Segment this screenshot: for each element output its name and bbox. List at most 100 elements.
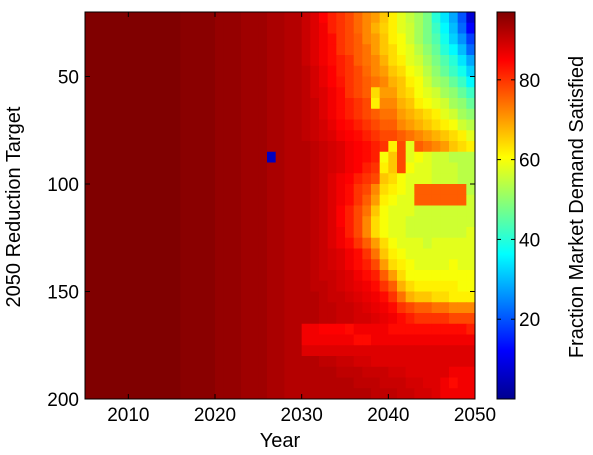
heatmap-cell: [336, 323, 346, 335]
heatmap-cell: [163, 87, 173, 99]
heatmap-cell: [319, 302, 329, 314]
heatmap-cell: [85, 323, 95, 335]
heatmap-cell: [197, 334, 207, 346]
heatmap-cell: [137, 216, 147, 228]
heatmap-cell: [301, 108, 311, 120]
heatmap-cell: [345, 323, 355, 335]
heatmap-cell: [431, 108, 441, 120]
heatmap-cell: [275, 141, 285, 153]
heatmap-cell: [319, 270, 329, 282]
heatmap-cell: [93, 130, 103, 142]
heatmap-cell: [423, 65, 433, 77]
heatmap-cell: [154, 280, 164, 292]
heatmap-cell: [310, 12, 320, 24]
heatmap-cell: [275, 323, 285, 335]
heatmap-cell: [189, 55, 199, 67]
heatmap-cell: [111, 291, 121, 303]
heatmap-cell: [223, 248, 233, 260]
heatmap-cell: [111, 162, 121, 174]
heatmap-cell: [145, 388, 155, 400]
heatmap-cell: [310, 141, 320, 153]
heatmap-cell: [414, 334, 424, 346]
heatmap-cell: [440, 366, 450, 378]
heatmap-cell: [336, 291, 346, 303]
heatmap-cell: [232, 22, 242, 34]
heatmap-cell: [466, 227, 476, 239]
heatmap-cell: [189, 184, 199, 196]
heatmap-cell: [388, 151, 398, 163]
heatmap-cell: [128, 194, 138, 206]
heatmap-cell: [397, 151, 407, 163]
heatmap-cell: [440, 119, 450, 131]
heatmap-cell: [189, 323, 199, 335]
heatmap-cell: [241, 291, 251, 303]
heatmap-cell: [111, 151, 121, 163]
heatmap-cell: [466, 334, 476, 346]
heatmap-cell: [154, 302, 164, 314]
heatmap-cell: [345, 141, 355, 153]
heatmap-cell: [111, 98, 121, 110]
heatmap-cell: [232, 194, 242, 206]
heatmap-cell: [397, 388, 407, 400]
heatmap-cell: [111, 313, 121, 325]
heatmap-cell: [423, 119, 433, 131]
heatmap-cell: [423, 184, 433, 196]
heatmap-cell: [388, 130, 398, 142]
heatmap-cell: [102, 194, 112, 206]
plot-frame: [84, 11, 476, 400]
heatmap-cell: [137, 22, 147, 34]
heatmap-cell: [163, 377, 173, 389]
heatmap-cell: [223, 87, 233, 99]
heatmap-cell: [310, 33, 320, 45]
heatmap-cell: [163, 12, 173, 24]
heatmap-cell: [275, 313, 285, 325]
heatmap-cell: [319, 227, 329, 239]
heatmap-cell: [85, 162, 95, 174]
heatmap-cell: [249, 227, 259, 239]
heatmap-cell: [275, 55, 285, 67]
heatmap-cell: [241, 388, 251, 400]
heatmap-cell: [119, 98, 129, 110]
heatmap-cell: [232, 248, 242, 260]
heatmap-cell: [414, 141, 424, 153]
heatmap-cell: [423, 87, 433, 99]
heatmap-cell: [258, 366, 268, 378]
heatmap-cell: [371, 356, 381, 368]
heatmap-cell: [345, 345, 355, 357]
heatmap-cell: [258, 377, 268, 389]
heatmap-cell: [345, 270, 355, 282]
heatmap-cell: [163, 237, 173, 249]
heatmap-cell: [457, 237, 467, 249]
heatmap-cell: [379, 55, 389, 67]
heatmap-cell: [431, 345, 441, 357]
heatmap-cell: [449, 194, 459, 206]
heatmap-cell: [128, 334, 138, 346]
heatmap-cell: [388, 173, 398, 185]
heatmap-cell: [128, 130, 138, 142]
heatmap-cell: [405, 65, 415, 77]
heatmap-cell: [310, 302, 320, 314]
heatmap-cell: [171, 366, 181, 378]
heatmap-cell: [293, 280, 303, 292]
heatmap-cell: [241, 98, 251, 110]
heatmap-cell: [154, 141, 164, 153]
heatmap-cell: [362, 205, 372, 217]
heatmap-cell: [258, 237, 268, 249]
heatmap-cell: [163, 280, 173, 292]
heatmap-cell: [119, 141, 129, 153]
heatmap-cell: [249, 388, 259, 400]
heatmap-cell: [301, 184, 311, 196]
heatmap-cell: [258, 44, 268, 56]
heatmap-cell: [102, 173, 112, 185]
heatmap-cell: [145, 12, 155, 24]
heatmap-cell: [189, 87, 199, 99]
heatmap-cell: [85, 302, 95, 314]
heatmap-cell: [119, 130, 129, 142]
heatmap-cell: [267, 162, 277, 174]
heatmap-cell: [405, 216, 415, 228]
heatmap-cell: [431, 76, 441, 88]
heatmap-cell: [206, 313, 216, 325]
heatmap-cell: [466, 366, 476, 378]
heatmap-cell: [119, 162, 129, 174]
heatmap-cell: [137, 173, 147, 185]
